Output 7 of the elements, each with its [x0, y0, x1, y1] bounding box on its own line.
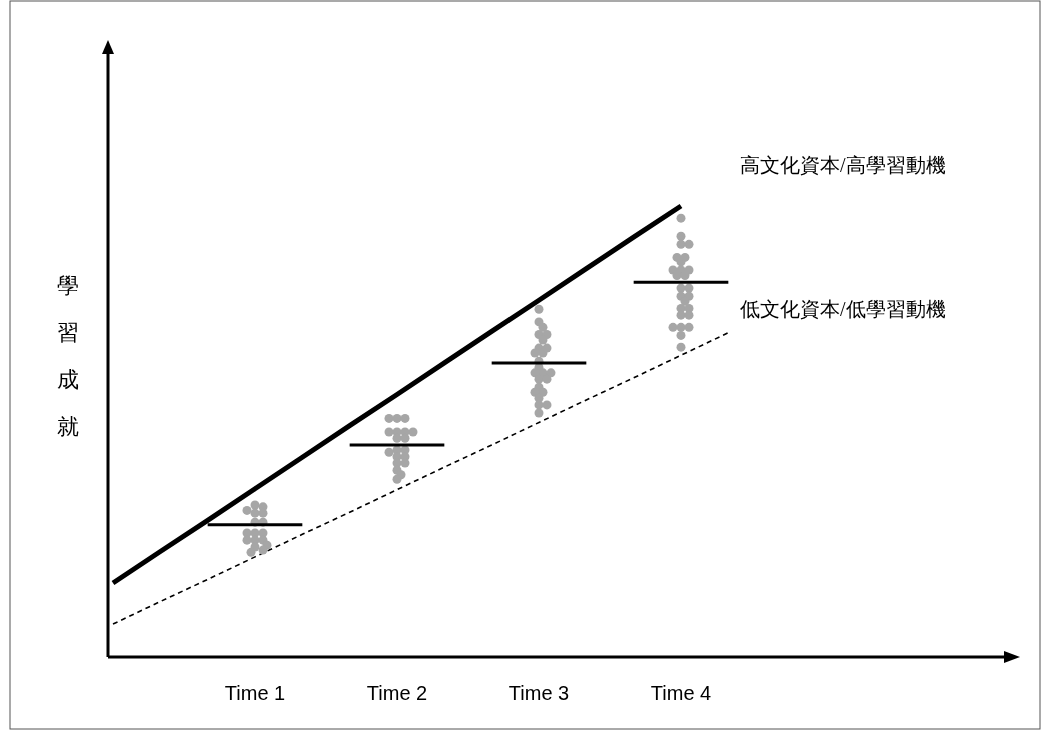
- y-axis-title: 學習成就: [57, 273, 79, 439]
- x-tick-label: Time 1: [224, 682, 286, 704]
- x-tick-label: Time 3: [508, 682, 570, 704]
- text: 高文化資本/高學習動機: [740, 154, 946, 176]
- x-tick-label: Time 4: [650, 682, 712, 704]
- x-tick-label: Time 2: [366, 682, 428, 704]
- series-label: 低文化資本/低學習動機: [740, 298, 946, 320]
